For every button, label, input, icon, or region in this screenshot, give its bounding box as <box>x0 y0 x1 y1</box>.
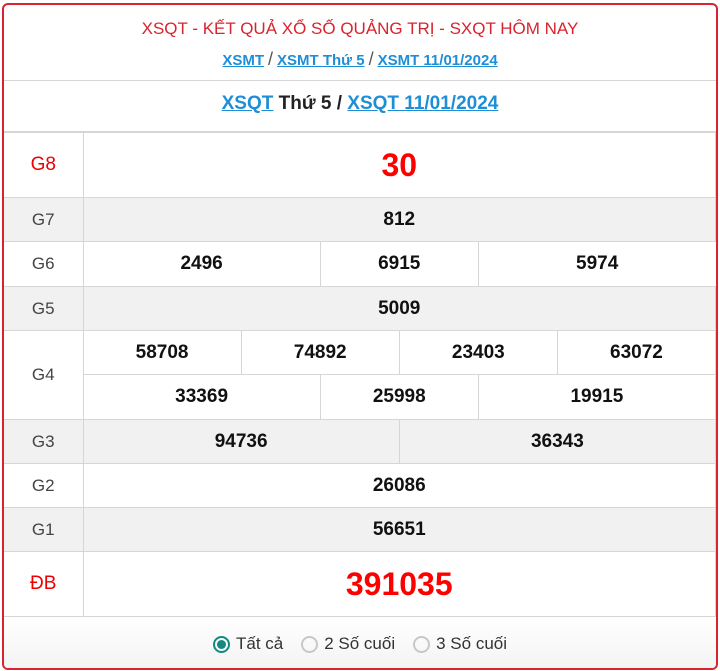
filter-all[interactable]: Tất cả <box>212 634 284 654</box>
subtitle-text: Thứ 5 / <box>278 93 343 114</box>
prize-number: 812 <box>82 197 716 242</box>
separator: / <box>368 49 374 69</box>
prize-label: G3 <box>4 419 84 464</box>
prize-number: 5974 <box>477 241 716 287</box>
prize-number: 74892 <box>240 330 400 375</box>
prize-label: G5 <box>4 286 84 331</box>
row-g5: G5 5009 <box>4 286 716 331</box>
row-db: ĐB 391035 <box>4 551 716 617</box>
prize-number: 33369 <box>82 374 321 420</box>
row-g4: G4 58708 74892 23403 63072 <box>4 330 716 420</box>
prize-number: 30 <box>82 132 716 198</box>
prize-number: 2496 <box>82 241 321 287</box>
prize-label: G4 <box>4 330 84 420</box>
filter-2-digits[interactable]: 2 Số cuối <box>301 634 395 654</box>
row-g1: G1 56651 <box>4 507 716 552</box>
row-g2: G2 26086 <box>4 463 716 508</box>
prize-number: 23403 <box>398 330 558 375</box>
prize-number: 94736 <box>82 419 400 464</box>
option-label: 3 Số cuối <box>436 634 508 653</box>
row-g4b: 33369 25998 19915 <box>4 374 716 420</box>
row-g6: G6 2496 6915 5974 <box>4 241 716 287</box>
prize-number: 19915 <box>477 374 716 420</box>
subtitle: XSQT Thứ 5 / XSQT 11/01/2024 <box>4 81 716 132</box>
crumb-xsmt-thu5[interactable]: XSMT Thứ 5 <box>277 52 365 69</box>
results-table: G8 30 G7 812 G6 2496 6915 5974 G5 5009 G4 58708… <box>4 132 716 617</box>
prize-number: 36343 <box>398 419 716 464</box>
prize-number: 26086 <box>82 463 716 508</box>
filter-3-digits[interactable]: 3 Số cuối <box>413 634 507 654</box>
crumb-xsmt[interactable]: XSMT <box>222 52 264 69</box>
prize-label: ĐB <box>4 551 84 617</box>
radio-icon[interactable] <box>301 635 319 653</box>
header: XSQT - KẾT QUẢ XỔ SỐ QUẢNG TRỊ - SXQT HÔ… <box>4 5 716 81</box>
results-panel: XSQT - KẾT QUẢ XỔ SỐ QUẢNG TRỊ - SXQT HÔ… <box>2 3 718 670</box>
row-g7: G7 812 <box>4 197 716 242</box>
prize-number: 63072 <box>556 330 716 375</box>
prize-number: 391035 <box>82 551 716 617</box>
option-label: 2 Số cuối <box>324 634 396 653</box>
row-g3: G3 94736 36343 <box>4 419 716 464</box>
prize-label: G1 <box>4 507 84 552</box>
prize-label: G7 <box>4 197 84 242</box>
separator: / <box>268 49 274 69</box>
page-title: XSQT - KẾT QUẢ XỔ SỐ QUẢNG TRỊ - SXQT HÔ… <box>141 19 579 38</box>
prize-number: 56651 <box>82 507 716 552</box>
radio-checked-icon[interactable] <box>212 635 230 653</box>
radio-icon[interactable] <box>413 635 431 653</box>
digit-filter: Tất cả 2 Số cuối 3 Số cuối <box>4 617 716 668</box>
prize-number: 58708 <box>82 330 242 375</box>
xsqt-link[interactable]: XSQT <box>221 93 274 114</box>
prize-label: G8 <box>4 132 84 198</box>
option-label: Tất cả <box>235 634 284 653</box>
crumb-xsmt-date[interactable]: XSMT 11/01/2024 <box>377 52 498 69</box>
xsqt-date-link[interactable]: XSQT 11/01/2024 <box>347 93 499 114</box>
row-g8: G8 30 <box>4 132 716 198</box>
prize-label: G6 <box>4 241 84 287</box>
breadcrumb: XSMT / XSMT Thứ 5/XSMT 11/01/2024 <box>4 49 716 70</box>
prize-number: 6915 <box>319 241 479 287</box>
prize-number: 25998 <box>319 374 479 420</box>
prize-number: 5009 <box>82 286 716 331</box>
prize-label: G2 <box>4 463 84 508</box>
